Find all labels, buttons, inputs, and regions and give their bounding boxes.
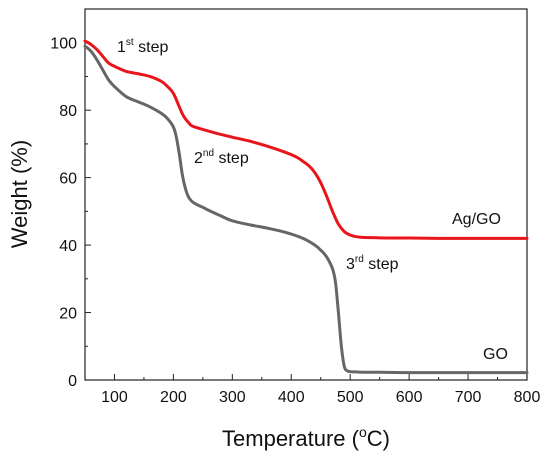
series-label-go: GO — [483, 346, 508, 363]
x-tick-label: 800 — [514, 389, 541, 406]
series-line-ag-go — [83, 39, 529, 240]
plot-border — [84, 8, 528, 381]
x-tick-label: 600 — [396, 389, 423, 406]
tick-labels: 100 200 300 400 500 600 700 800 0 20 40 60 80 100 — [50, 36, 540, 406]
x-tick-label: 400 — [278, 389, 305, 406]
y-tick-label: 60 — [59, 171, 77, 188]
y-tick-label: 40 — [59, 238, 77, 255]
series-layer — [83, 39, 529, 375]
axis-ticks — [84, 8, 528, 381]
y-tick-label: 20 — [59, 306, 77, 323]
x-tick-label: 500 — [337, 389, 364, 406]
x-tick-label: 100 — [101, 389, 128, 406]
annotation-step-1: 1st step — [117, 37, 168, 56]
x-axis-title: Temperature (oC) — [222, 424, 390, 451]
y-tick-label: 80 — [59, 103, 77, 120]
y-axis-title: Weight (%) — [7, 140, 32, 248]
annotation-step-2: 2nd step — [194, 148, 249, 167]
y-tick-label: 100 — [50, 36, 77, 53]
x-tick-label: 700 — [455, 389, 482, 406]
annotation-step-3: 3rd step — [346, 254, 399, 273]
series-label-ag-go: Ag/GO — [452, 211, 501, 228]
x-tick-label: 200 — [160, 389, 187, 406]
series-line-go — [83, 44, 529, 375]
x-tick-label: 300 — [219, 389, 246, 406]
plot-frame — [84, 8, 528, 381]
y-tick-label: 0 — [68, 373, 77, 390]
